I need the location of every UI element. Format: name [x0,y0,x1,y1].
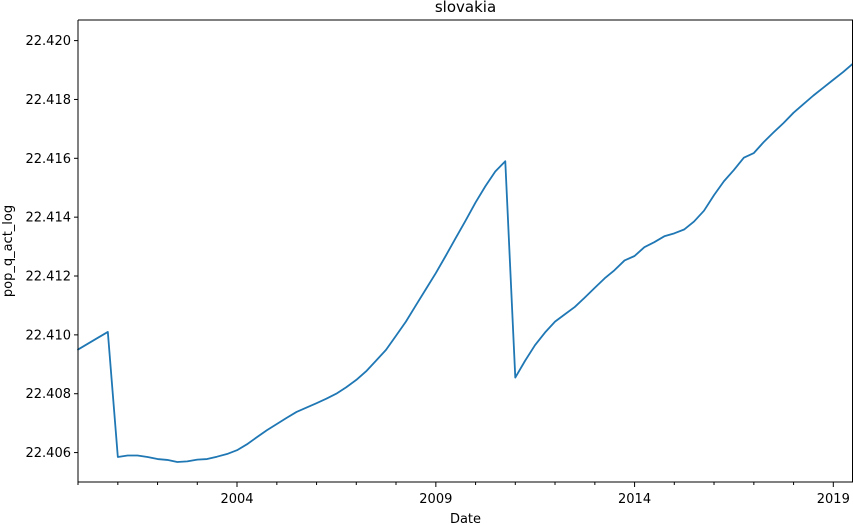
x-tick-label: 2004 [220,492,253,507]
series-line [77,62,853,463]
x-tick-label: 2014 [618,492,651,507]
y-tick-label: 22.408 [26,387,72,402]
x-tick-label: 2019 [817,492,850,507]
chart-title: slovakia [435,0,496,16]
series-layer [77,62,853,463]
y-tick-label: 22.410 [26,328,72,343]
y-axis: 22.406 22.408 22.410 22.412 22.414 22.416 22.4… [26,34,78,461]
y-tick-label: 22.414 [26,211,72,226]
x-tick-label: 2009 [419,492,452,507]
y-tick-label: 22.420 [26,34,72,49]
y-axis-label: pop_q_act_log [1,205,16,297]
plot-area [78,20,853,482]
y-tick-label: 22.418 [26,93,72,108]
y-tick-label: 22.406 [26,446,72,461]
y-tick-label: 22.416 [26,152,72,167]
x-axis-label: Date [450,512,481,525]
x-axis: 2004 2009 2014 2019 [77,482,850,507]
y-tick-label: 22.412 [26,270,72,285]
